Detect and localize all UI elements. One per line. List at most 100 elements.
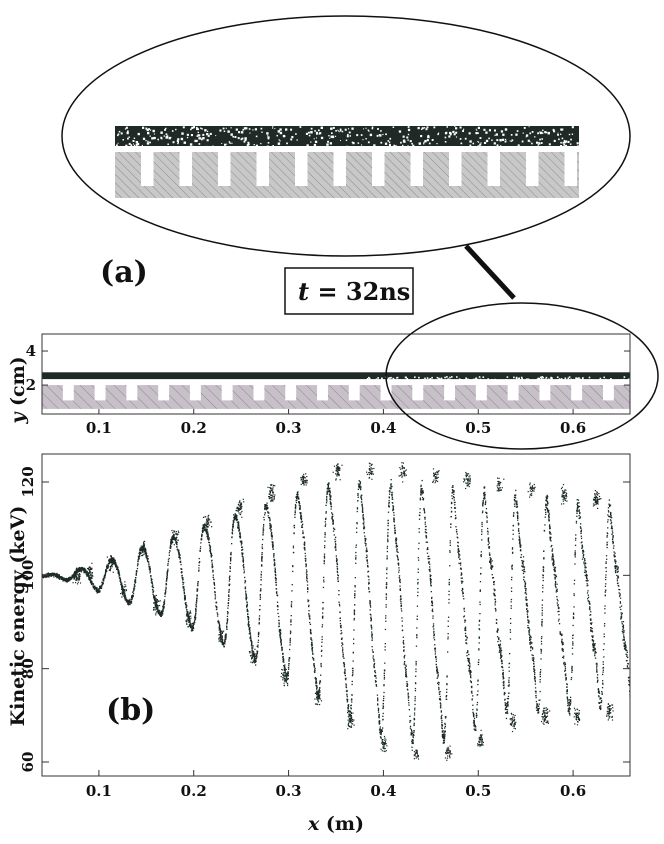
energy-point (589, 607, 591, 609)
energy-point (331, 512, 333, 514)
energy-point (207, 534, 209, 536)
energy-point (565, 673, 567, 675)
energy-point (472, 713, 475, 715)
energy-point (211, 554, 213, 557)
energy-point (553, 573, 555, 576)
zoom-speck (444, 136, 447, 139)
beam-speck (628, 378, 630, 381)
energy-point (450, 526, 452, 528)
energy-point (444, 716, 447, 718)
energy-point (264, 512, 266, 514)
energy-point (387, 525, 389, 527)
energy-point (405, 671, 407, 674)
energy-point (421, 479, 423, 482)
energy-point (385, 584, 388, 586)
zoom-speck (496, 145, 498, 148)
energy-point (552, 560, 555, 562)
energy-point (571, 665, 573, 668)
energy-point (387, 519, 389, 522)
energy-point (405, 664, 407, 666)
energy-point (525, 593, 528, 595)
energy-point (359, 481, 362, 484)
energy-point (194, 622, 196, 624)
energy-point (360, 486, 362, 488)
energy-point (279, 634, 282, 636)
energy-point (365, 538, 367, 540)
energy-point (424, 531, 426, 533)
energy-point (520, 554, 523, 556)
beam-speck (576, 377, 579, 380)
energy-point (366, 562, 369, 564)
beam-speck (539, 376, 542, 379)
energy-point (386, 567, 388, 569)
energy-point (161, 612, 164, 614)
energy-point (292, 565, 294, 567)
energy-point (248, 633, 250, 635)
zoom-speck (527, 139, 530, 142)
energy-point (518, 528, 520, 530)
energy-point (556, 590, 558, 592)
energy-point (432, 625, 435, 627)
energy-point (319, 681, 322, 683)
energy-point (584, 566, 586, 568)
beam-speck (581, 378, 584, 380)
energy-point (424, 511, 426, 513)
energy-point (336, 560, 338, 562)
energy-point (612, 547, 615, 549)
energy-point (451, 502, 453, 504)
energy-point (496, 631, 499, 633)
energy-point (414, 690, 417, 692)
energy-point (541, 618, 543, 621)
energy-point (321, 624, 324, 626)
energy-point (519, 538, 521, 540)
energy-point (469, 680, 472, 682)
energy-point (105, 568, 107, 571)
energy-point (264, 507, 266, 509)
zoom-speck (310, 131, 313, 134)
energy-point (423, 508, 425, 510)
energy-point (530, 642, 532, 644)
zoom-structure-vane (577, 152, 579, 187)
beam-speck (606, 380, 608, 383)
energy-point (184, 599, 186, 601)
energy-point (476, 701, 479, 704)
energy-point (290, 624, 292, 626)
energy-point (212, 569, 214, 571)
energy-point (617, 582, 619, 584)
energy-point (456, 533, 458, 535)
energy-point (288, 668, 290, 670)
energy-point (165, 590, 167, 593)
zoom-speck (171, 130, 174, 132)
energy-point (415, 675, 417, 677)
energy-point (468, 665, 471, 668)
energy-point (234, 517, 236, 519)
energy-point (540, 648, 542, 651)
energy-point (213, 584, 216, 586)
zoom-speck (500, 145, 502, 147)
energy-point (446, 675, 448, 677)
energy-point (361, 506, 363, 508)
energy-point (263, 523, 265, 526)
energy-point (556, 602, 558, 604)
energy-point (320, 650, 323, 652)
energy-point (376, 694, 379, 696)
energy-point (606, 536, 608, 538)
energy-point (552, 557, 554, 559)
energy-point (419, 508, 421, 510)
beam-speck (520, 376, 523, 379)
energy-point (276, 605, 279, 607)
energy-point (491, 560, 493, 562)
zoom-speck (494, 134, 496, 136)
energy-point (494, 595, 496, 597)
zoom-speck (542, 132, 544, 134)
energy-point (469, 672, 471, 674)
energy-point (256, 653, 258, 655)
energy-point (105, 570, 108, 573)
energy-point (372, 651, 374, 653)
energy-point (390, 485, 392, 488)
energy-point (508, 666, 510, 668)
energy-point (386, 557, 388, 559)
energy-point (405, 673, 407, 676)
zoom-speck (423, 127, 426, 129)
energy-point (379, 731, 381, 733)
